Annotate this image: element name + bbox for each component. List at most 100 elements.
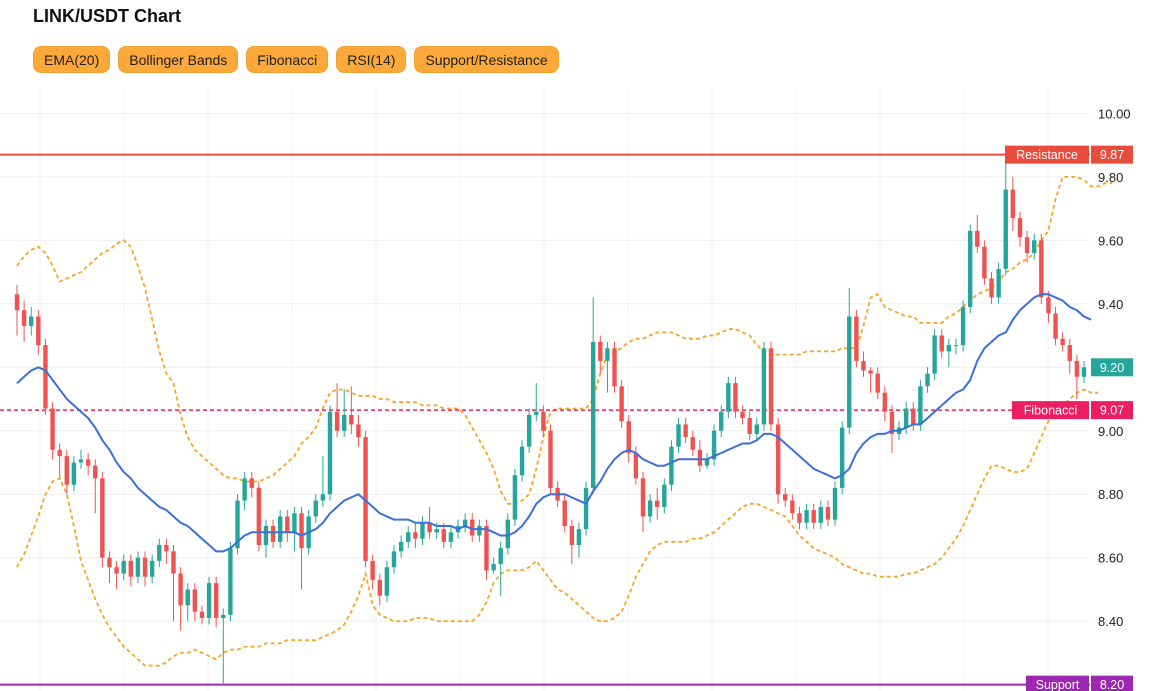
- candle: [285, 510, 290, 542]
- candle: [413, 522, 418, 549]
- candle: [228, 541, 233, 622]
- candle: [406, 525, 411, 549]
- candle: [299, 506, 304, 590]
- candle: [363, 430, 368, 568]
- candle-body: [847, 316, 852, 428]
- candle-body: [1024, 237, 1030, 254]
- candle: [349, 386, 354, 434]
- candle: [541, 405, 546, 438]
- last-price-label: 9.20: [1091, 358, 1133, 377]
- candle-body: [697, 449, 703, 466]
- candle: [164, 538, 169, 565]
- candle: [185, 583, 190, 622]
- candle-body: [50, 408, 55, 450]
- candle: [839, 421, 845, 495]
- candle-body: [996, 268, 1001, 298]
- candle-body: [448, 532, 454, 542]
- candle: [989, 272, 994, 304]
- candle: [1010, 176, 1016, 231]
- candle: [647, 494, 653, 523]
- candle: [1074, 354, 1080, 400]
- rsi-button[interactable]: RSI(14): [336, 46, 407, 73]
- candle: [178, 567, 183, 631]
- candle: [50, 402, 55, 460]
- level-price-tag: [1091, 401, 1133, 420]
- support-resistance-button[interactable]: Support/Resistance: [414, 46, 559, 73]
- ema-button[interactable]: EMA(20): [33, 46, 111, 73]
- candle: [797, 506, 802, 530]
- candle: [57, 443, 62, 479]
- candle-body: [292, 513, 297, 533]
- candle-body: [733, 383, 738, 412]
- candle: [832, 481, 838, 526]
- candle-body: [576, 529, 582, 546]
- candle-body: [391, 551, 397, 568]
- fibonacci-button[interactable]: Fibonacci: [246, 46, 329, 73]
- candle-body: [626, 421, 631, 453]
- candle-body: [491, 564, 496, 571]
- candle-body: [498, 548, 503, 565]
- candle: [462, 513, 468, 533]
- candle: [960, 300, 966, 352]
- candle-body: [719, 411, 724, 431]
- support-label: Support 8.20: [1026, 675, 1133, 691]
- y-tick-label: 9.60: [1098, 233, 1123, 248]
- candle-body: [249, 478, 254, 488]
- fibonacci-label: Fibonacci 9.07: [1012, 401, 1133, 420]
- candle: [512, 468, 518, 526]
- candle: [754, 418, 759, 441]
- candle-body: [754, 424, 759, 434]
- candle: [704, 452, 710, 469]
- candle-body: [85, 459, 91, 466]
- candle: [100, 472, 105, 568]
- candle: [149, 554, 155, 584]
- candle-body: [370, 560, 375, 580]
- candle-body: [882, 392, 888, 412]
- candle: [918, 379, 923, 431]
- candle-body: [107, 557, 112, 568]
- level-labels: Resistance 9.87 Fibonacci 9.07 Support 8.20 9.…: [1005, 145, 1133, 691]
- candle: [967, 224, 973, 314]
- candle-body: [832, 487, 838, 520]
- level-name-text: Resistance: [1016, 148, 1078, 162]
- candle: [534, 383, 539, 422]
- candle-body: [441, 529, 447, 542]
- candle: [157, 538, 162, 568]
- candle-body: [100, 478, 105, 558]
- candle: [683, 418, 688, 444]
- candle-body: [43, 345, 48, 409]
- candle-body: [128, 560, 134, 577]
- candle-body: [804, 510, 809, 523]
- candle: [761, 341, 767, 431]
- candle-body: [1046, 297, 1051, 314]
- candle: [505, 513, 511, 555]
- candle-body: [512, 475, 518, 520]
- candle: [1032, 233, 1037, 260]
- level-price-text: 9.87: [1100, 148, 1124, 162]
- level-price-text: 8.20: [1100, 678, 1124, 691]
- candlestick-chart[interactable]: 10.00 9.80 9.60 9.40 9.20 9.00 8.80 8.60 8.40 Re…: [0, 88, 1160, 691]
- candle-body: [790, 500, 795, 514]
- candle-body: [171, 551, 176, 574]
- candle: [1024, 230, 1030, 263]
- candle-body: [619, 386, 624, 422]
- candle-body: [704, 459, 710, 466]
- candle: [1017, 211, 1023, 247]
- candle: [711, 424, 717, 466]
- candle: [996, 262, 1001, 304]
- candle: [71, 456, 77, 492]
- candle-body: [192, 589, 198, 612]
- candle: [669, 440, 674, 492]
- candle-body: [228, 548, 233, 615]
- candle-body: [1081, 367, 1087, 377]
- candle-body: [953, 345, 959, 347]
- candle-body: [726, 383, 731, 412]
- candle: [221, 608, 226, 685]
- candle: [107, 551, 112, 584]
- candle: [818, 500, 824, 530]
- candle-body: [989, 278, 994, 298]
- candle: [477, 519, 482, 542]
- candle-body: [1010, 189, 1016, 219]
- candle-body: [57, 449, 62, 457]
- bollinger-bands-button[interactable]: Bollinger Bands: [118, 46, 239, 73]
